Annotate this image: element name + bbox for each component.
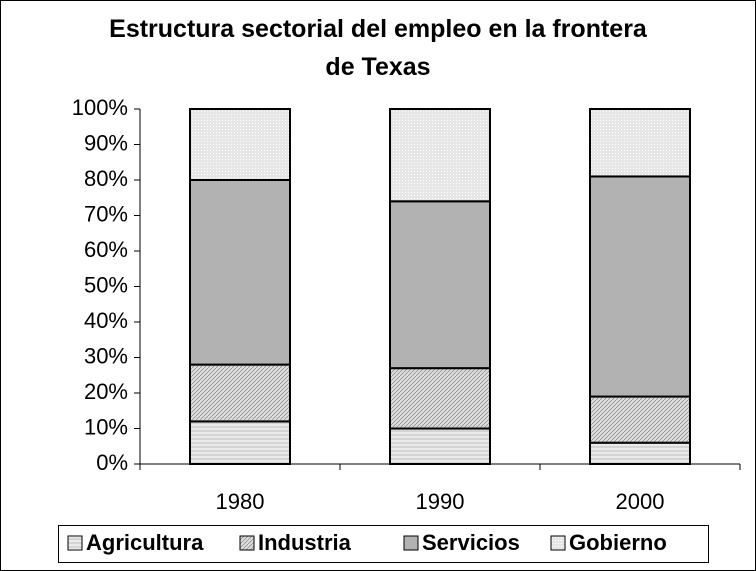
y-tick-label: 20% — [84, 379, 128, 404]
legend-swatch-texture — [67, 535, 83, 551]
legend-label: Industria — [258, 530, 352, 555]
bar-texture — [389, 427, 491, 465]
x-tick-label: 1990 — [416, 489, 465, 514]
bar-texture — [389, 367, 491, 430]
y-tick-label: 100% — [72, 95, 128, 120]
legend-swatch-texture — [403, 535, 419, 551]
legend-swatch-texture — [239, 535, 255, 551]
legend-box — [58, 525, 709, 563]
bar-texture — [189, 179, 291, 366]
y-tick-label: 10% — [84, 414, 128, 439]
y-tick-label: 0% — [96, 450, 128, 475]
bar-texture — [389, 108, 491, 203]
legend-label: Agricultura — [86, 530, 204, 555]
bar-texture — [589, 441, 691, 466]
legend-label: Gobierno — [569, 530, 667, 555]
x-tick-label: 1980 — [216, 489, 265, 514]
y-tick-label: 60% — [84, 237, 128, 262]
bar-texture — [589, 395, 691, 444]
y-tick-label: 80% — [84, 166, 128, 191]
bar-texture — [189, 108, 291, 181]
legend-label: Servicios — [422, 530, 520, 555]
bar-texture — [589, 108, 691, 178]
y-tick-label: 90% — [84, 130, 128, 155]
y-tick-label: 50% — [84, 272, 128, 297]
legend-swatch-texture — [550, 535, 566, 551]
y-tick-label: 40% — [84, 308, 128, 333]
bar-texture — [389, 200, 491, 370]
x-tick-label: 2000 — [616, 489, 665, 514]
bar-texture — [189, 363, 291, 423]
chart-title: Estructura sectorial del empleo en la fr… — [109, 15, 647, 81]
y-tick-label: 70% — [84, 201, 128, 226]
bar-texture — [189, 420, 291, 465]
y-tick-label: 30% — [84, 343, 128, 368]
bar-texture — [589, 175, 691, 398]
